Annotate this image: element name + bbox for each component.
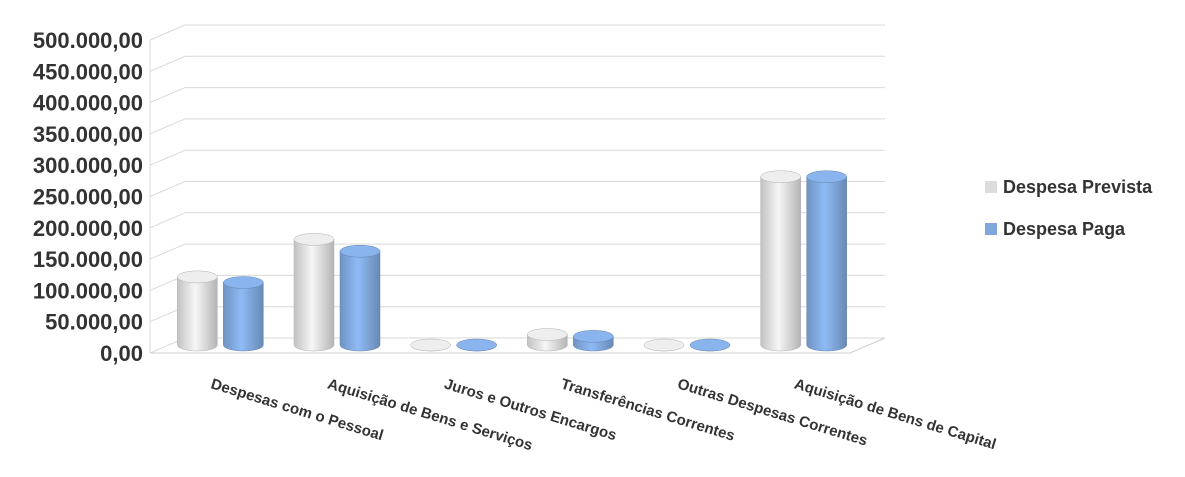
y-tick-label: 400.000,00 [33,91,143,116]
chart-gridlines [149,24,886,354]
bar-prevista [527,328,568,352]
y-axis: 0,00 50.000,00 100.000,00 150.000,00 200.000… [33,28,143,366]
y-tick-label: 50.000,00 [45,310,143,335]
legend-label-paga: Despesa Paga [1003,218,1126,239]
y-tick-label: 300.000,00 [33,153,143,178]
x-tick-label: Outras Despesas Correntes [675,376,869,450]
bars [177,170,847,352]
y-tick-label: 0,00 [100,341,143,366]
gridline [149,212,885,229]
gridline [149,243,885,260]
bar-paga [223,276,264,352]
y-tick-label: 450.000,00 [33,59,143,84]
x-tick-label: Aquisição de Bens de Capital [792,376,998,454]
bar-prevista [760,170,801,352]
legend: Despesa Prevista Despesa Paga [985,175,1152,259]
gridline [149,55,885,72]
bar-paga [339,244,381,352]
legend-swatch-prevista [985,181,997,193]
bar-prevista [643,338,685,352]
legend-item-paga: Despesa Paga [985,217,1152,241]
bar-paga [456,338,497,352]
y-tick-label: 250.000,00 [33,185,143,210]
bar-prevista [410,338,451,352]
floor-edge [150,337,886,354]
y-tick-label: 500.000,00 [33,28,143,53]
bar-paga [573,330,614,352]
bar-prevista [177,270,218,352]
gridline [149,149,885,166]
bar-prevista [293,233,335,352]
gridline [149,87,885,104]
y-tick-label: 200.000,00 [33,216,143,241]
x-tick-label: Aquisição de Bens e Serviços [325,376,534,455]
gridline [149,181,885,197]
legend-label-prevista: Despesa Prevista [1003,176,1153,197]
bar-paga [689,338,731,352]
gridline [149,24,885,41]
legend-item-prevista: Despesa Prevista [985,175,1152,199]
bar-paga [806,170,847,352]
y-tick-label: 150.000,00 [33,247,143,272]
legend-swatch-paga [985,223,997,235]
y-tick-label: 350.000,00 [33,122,143,147]
y-tick-label: 100.000,00 [33,278,143,303]
gridline [149,118,885,135]
